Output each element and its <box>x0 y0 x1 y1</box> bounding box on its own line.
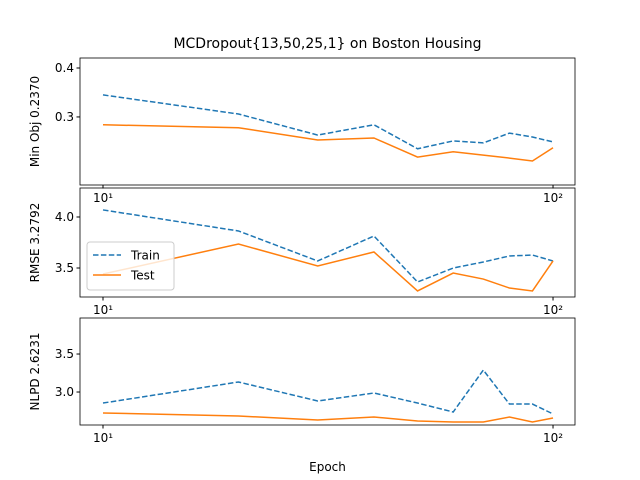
x-tick-label: 10² <box>543 303 563 317</box>
series-line <box>102 243 554 292</box>
axes-frame <box>79 187 576 298</box>
x-tick-label: 10¹ <box>93 303 113 317</box>
legend: Train Test <box>86 241 175 291</box>
axes-frame <box>79 317 576 426</box>
y-tick-label: 0.4 <box>55 61 74 75</box>
x-tick-label: 10¹ <box>93 431 113 445</box>
legend-box <box>86 241 175 291</box>
series-line <box>102 124 554 162</box>
legend-label: Test <box>130 269 155 283</box>
series-line <box>102 368 554 415</box>
x-axis-label: Epoch <box>309 460 346 474</box>
y-tick-label: 3.0 <box>55 385 74 399</box>
y-tick-label: 0.3 <box>55 110 74 124</box>
y-axis-label: Min Obj 0.2370 <box>28 76 42 167</box>
series-line <box>102 94 554 150</box>
x-tick-label: 10¹ <box>93 191 113 205</box>
chart-title: MCDropout{13,50,25,1} on Boston Housing <box>173 36 481 52</box>
legend-label: Train <box>130 249 160 263</box>
x-tick-label: 10² <box>543 431 563 445</box>
y-tick-label: 3.5 <box>55 347 74 361</box>
series-line <box>102 209 554 283</box>
y-axis-label: RMSE 3.2792 <box>28 203 42 283</box>
series-line <box>102 412 554 423</box>
axes-frame <box>79 57 576 186</box>
y-axis-label: NLPD 2.6231 <box>28 333 42 411</box>
x-tick-label: 10² <box>543 191 563 205</box>
y-tick-label: 3.5 <box>55 261 74 275</box>
y-tick-label: 4.0 <box>55 210 74 224</box>
